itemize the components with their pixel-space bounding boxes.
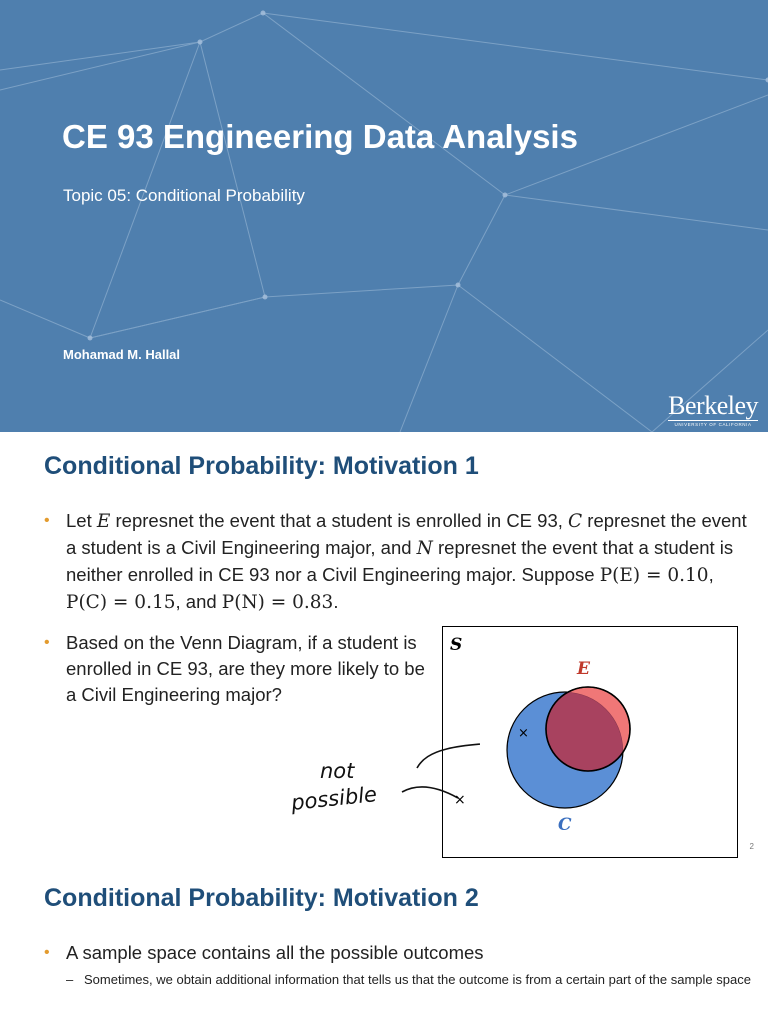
- bullet-definitions: • Let E represnet the event that a stude…: [44, 508, 756, 616]
- text-segment: Let: [66, 510, 97, 531]
- text-segment: represnet the event a student is a Civil…: [66, 510, 747, 558]
- slide-title: Conditional Probability: Motivation 1: [44, 452, 479, 480]
- label-e: E: [576, 659, 591, 679]
- arrow-line-2: [401, 786, 459, 799]
- bullet-text: A sample space contains all the possible…: [66, 942, 484, 963]
- presentation-title: CE 93 Engineering Data Analysis: [62, 118, 578, 155]
- question-text: Based on the Venn Diagram, if a student …: [66, 632, 425, 705]
- handwritten-annotation: not possible ×: [289, 743, 480, 815]
- prob-e: P(E) = 0.10: [599, 565, 709, 586]
- network-background-graphic: [0, 10, 768, 432]
- motivation-2-slide: Conditional Probability: Motivation 2 • …: [0, 864, 768, 1024]
- arrow-line-1: [416, 743, 480, 769]
- motivation-1-slide: Conditional Probability: Motivation 1 • …: [0, 432, 768, 864]
- label-s: S: [450, 635, 462, 655]
- text-segment: .: [333, 591, 339, 612]
- text-segment: ,: [708, 564, 714, 585]
- bullet-question: • Based on the Venn Diagram, if a studen…: [44, 630, 438, 708]
- sub-bullet-text: Sometimes, we obtain additional informat…: [84, 972, 751, 987]
- dash-icon: –: [66, 972, 74, 987]
- logo-word: Berkeley: [668, 391, 758, 420]
- text-segment: represnet the event that a student is ne…: [66, 537, 734, 585]
- bullet-sample-space: • A sample space contains all the possib…: [44, 940, 756, 966]
- berkeley-logo: Berkeley UNIVERSITY OF CALIFORNIA: [668, 393, 758, 427]
- title-slide: CE 93 Engineering Data Analysis Topic 05…: [0, 0, 768, 432]
- slide-title: Conditional Probability: Motivation 2: [44, 884, 479, 912]
- text-segment: , and: [175, 591, 222, 612]
- page-number: 2: [749, 842, 754, 851]
- sub-bullet-additional-info: – Sometimes, we obtain additional inform…: [66, 970, 754, 989]
- label-c: C: [558, 815, 572, 835]
- mark-x-2: ×: [454, 792, 466, 808]
- bullet-dot-icon: •: [44, 944, 50, 961]
- math-var-n: N: [416, 538, 433, 559]
- math-var-c: C: [568, 511, 583, 532]
- mark-x-1: ×: [518, 726, 529, 741]
- prob-n: P(N) = 0.83: [221, 592, 334, 613]
- presentation-subtitle: Topic 05: Conditional Probability: [63, 186, 305, 205]
- venn-diagram: S E C ×: [442, 626, 738, 858]
- text-segment: represnet the event that a student is en…: [110, 510, 569, 531]
- author-name: Mohamad M. Hallal: [63, 347, 181, 362]
- math-var-e: E: [96, 511, 111, 532]
- logo-subtitle: UNIVERSITY OF CALIFORNIA: [668, 420, 758, 427]
- annotation-line-1: not: [320, 759, 355, 783]
- bullet-dot-icon: •: [44, 512, 50, 529]
- bullet-dot-icon: •: [44, 634, 50, 651]
- prob-c: P(C) = 0.15: [66, 592, 176, 613]
- annotation-line-2: possible: [289, 782, 378, 815]
